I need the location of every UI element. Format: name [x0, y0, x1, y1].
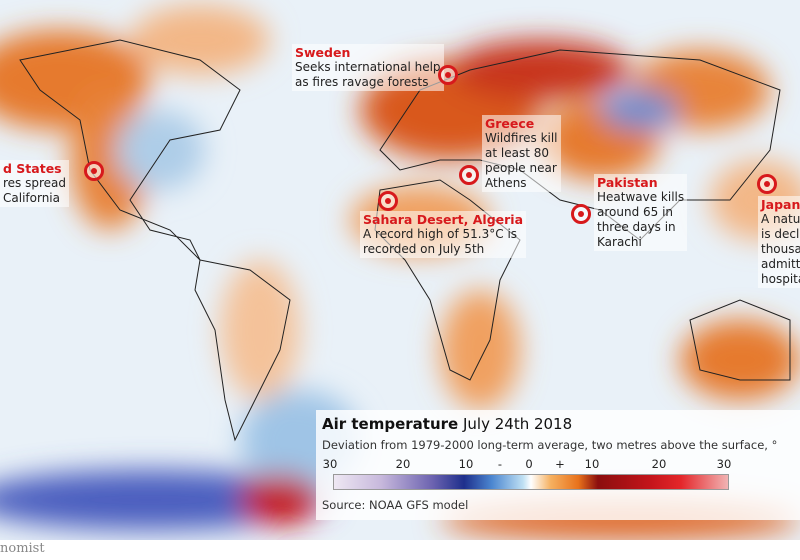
annotation-sahara: Sahara Desert, Algeria A record high of … — [360, 211, 527, 258]
tick-label: 10 — [458, 457, 474, 471]
location-marker-california[interactable] — [84, 161, 104, 181]
legend-date: July 24th 2018 — [462, 415, 573, 433]
tick-label: - — [497, 457, 503, 471]
legend-source: Source: NOAA GFS model — [322, 498, 469, 512]
annotation-title: Sweden — [295, 45, 351, 60]
annotation-text: is decla — [761, 227, 800, 241]
annotation-title: Sahara Desert, Algeria — [363, 212, 524, 227]
annotation-text: recorded on July 5th — [363, 242, 485, 256]
annotation-greece: Greece Wildfires kill at least 80 people… — [482, 115, 561, 192]
annotation-text: hospita — [761, 272, 800, 286]
annotation-japan: Japan A natur is decla thousar admitte h… — [758, 196, 800, 288]
location-marker-karachi[interactable] — [571, 204, 591, 224]
tick-label: 30 — [322, 457, 338, 471]
annotation-text: Heatwave kills — [597, 190, 685, 204]
legend: Air temperature July 24th 2018 Deviation… — [316, 410, 800, 520]
annotation-title: Pakistan — [597, 175, 658, 190]
brand-wordmark: nomist — [0, 541, 45, 556]
annotation-text: Wildfires kill — [485, 131, 558, 145]
location-marker-algeria[interactable] — [378, 191, 398, 211]
color-scale-bar — [333, 474, 729, 490]
annotation-title: d States — [3, 161, 62, 176]
tick-label: 0 — [525, 457, 533, 471]
annotation-text: Karachi — [597, 235, 642, 249]
annotation-pakistan: Pakistan Heatwave kills around 65 in thr… — [594, 174, 688, 251]
annotation-text: California — [3, 191, 60, 205]
tick-label: 30 — [716, 457, 732, 471]
annotation-text: Athens — [485, 176, 527, 190]
annotation-text: three days in — [597, 220, 676, 234]
annotation-text: Seeks international help — [295, 60, 441, 74]
location-marker-sweden[interactable] — [438, 65, 458, 85]
tick-label: 20 — [395, 457, 411, 471]
legend-ticks: 30 20 10 - 0 + 10 20 30 — [316, 457, 736, 471]
annotation-text: as fires ravage forests — [295, 75, 429, 89]
annotation-text: thousar — [761, 242, 800, 256]
tick-label: + — [555, 457, 565, 471]
annotation-title: Japan — [761, 197, 800, 212]
annotation-sweden: Sweden Seeks international help as fires… — [292, 44, 444, 91]
annotation-text: A natur — [761, 212, 800, 226]
legend-title: Air temperature July 24th 2018 — [322, 415, 572, 433]
annotation-text: admitte — [761, 257, 800, 271]
location-marker-japan[interactable] — [757, 174, 777, 194]
legend-subtitle: Deviation from 1979-2000 long-term avera… — [322, 438, 778, 452]
annotation-text: people near — [485, 161, 557, 175]
legend-title-main: Air temperature — [322, 415, 459, 433]
tick-label: 10 — [584, 457, 600, 471]
annotation-text: at least 80 — [485, 146, 549, 160]
annotation-text: around 65 in — [597, 205, 674, 219]
annotation-united-states: d States res spread California — [0, 160, 70, 207]
tick-label: 20 — [651, 457, 667, 471]
annotation-text: A record high of 51.3°C is — [363, 227, 518, 241]
location-marker-greece[interactable] — [459, 165, 479, 185]
annotation-text: res spread — [3, 176, 67, 190]
annotation-title: Greece — [485, 116, 535, 131]
